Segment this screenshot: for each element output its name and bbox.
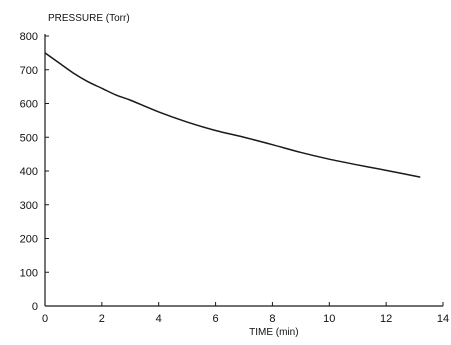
x-tick-label: 8 bbox=[269, 313, 275, 325]
y-tick-label: 200 bbox=[20, 234, 38, 246]
x-tick-label: 2 bbox=[99, 313, 105, 325]
x-axis-title: TIME (min) bbox=[249, 327, 298, 338]
x-tick-label: 14 bbox=[437, 313, 449, 325]
y-ticks: 0 100 200 300 400 500 600 700 800 bbox=[20, 31, 49, 313]
y-tick-label: 0 bbox=[32, 301, 38, 313]
x-tick-label: 6 bbox=[213, 313, 219, 325]
y-tick-label: 600 bbox=[20, 99, 38, 111]
y-tick-label: 400 bbox=[20, 166, 38, 178]
plot-area: 0 100 200 300 400 500 600 700 800 0 2 4 6 8 10 12 14 bbox=[20, 31, 449, 325]
pressure-curve bbox=[44, 52, 421, 178]
y-tick-label: 500 bbox=[20, 132, 38, 144]
y-axis-title: PRESSURE (Torr) bbox=[48, 13, 130, 24]
y-tick-label: 800 bbox=[20, 31, 38, 43]
x-ticks: 0 2 4 6 8 10 12 14 bbox=[42, 302, 449, 325]
x-tick-label: 10 bbox=[323, 313, 335, 325]
x-tick-label: 0 bbox=[42, 313, 48, 325]
y-tick-label: 300 bbox=[20, 200, 38, 212]
y-tick-label: 100 bbox=[20, 267, 38, 279]
y-tick-label: 700 bbox=[20, 65, 38, 77]
x-tick-label: 4 bbox=[156, 313, 162, 325]
x-tick-label: 12 bbox=[380, 313, 392, 325]
